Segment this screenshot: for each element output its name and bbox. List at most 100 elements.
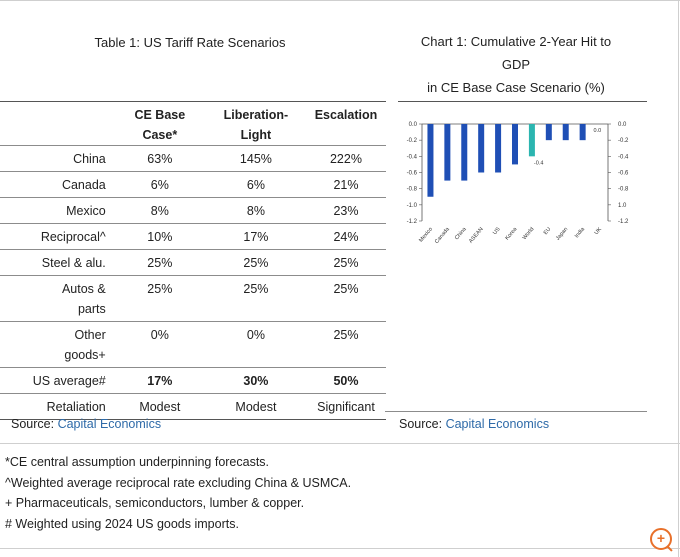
right-tick-label: -0.2 [618, 138, 629, 144]
bar-us [495, 124, 502, 173]
cell-value: 50% [305, 367, 386, 394]
cell-value: 25% [113, 249, 206, 276]
cell-value: Modest [205, 393, 306, 420]
frame-bottom-border [0, 548, 680, 549]
left-tick-label: -0.4 [407, 154, 418, 160]
cell-value: 0% [205, 321, 306, 368]
cell-value: 25% [205, 275, 306, 322]
bar-japan [562, 124, 569, 141]
frame-top-border [0, 0, 680, 1]
capital-economics-link[interactable]: Capital Economics [57, 417, 162, 431]
row-label: Mexico [0, 197, 114, 224]
data-label-world: -0.4 [534, 160, 543, 166]
category-label: EU [543, 226, 553, 236]
header-blank [0, 101, 114, 146]
cell-value: 222% [305, 145, 386, 172]
category-label: Korea [504, 226, 519, 242]
left-tick-label: -0.8 [407, 187, 418, 193]
bar-china [461, 124, 468, 181]
cell-value: 17% [113, 367, 206, 394]
table-header-row: CE Base Case* Liberation- Light Escalation [0, 101, 386, 146]
zoom-in-icon: + [656, 530, 666, 546]
category-label: Canada [434, 226, 452, 245]
row-label: Retaliation [0, 393, 114, 420]
bar-mexico [427, 124, 434, 197]
cell-value: 25% [305, 321, 386, 368]
table-row-retaliation: Retaliation Modest Modest Significant [0, 393, 386, 420]
chart-title-line: in CE Base Case Scenario (%) [427, 80, 605, 95]
footnote: *CE central assumption underpinning fore… [5, 455, 270, 469]
cell-value: 8% [205, 197, 306, 224]
row-label: Reciprocal^ [0, 223, 114, 250]
bar-eu [545, 124, 552, 141]
left-tick-label: -1.2 [407, 219, 418, 225]
footnote: # Weighted using 2024 US goods imports. [5, 516, 239, 531]
row-label: Other goods+ [0, 321, 114, 368]
chart-title-line: Chart 1: Cumulative 2-Year Hit to [420, 34, 612, 49]
cell-value: 25% [305, 249, 386, 276]
chart-top-rule [398, 101, 647, 102]
table-row: China 63% 145% 222% [0, 145, 386, 172]
bar-world [528, 124, 535, 157]
category-label: World [522, 226, 536, 241]
left-tick-label: -0.2 [407, 138, 418, 144]
table-source: Source: Capital Economics [11, 417, 162, 431]
notes-divider [0, 443, 680, 444]
cell-value: 0% [113, 321, 206, 368]
right-tick-label: -0.6 [618, 171, 629, 177]
bar-asean [478, 124, 485, 173]
cell-value: 145% [205, 145, 306, 172]
chart-title: Chart 1: Cumulative 2-Year Hit to GDP in… [397, 30, 635, 99]
right-tick-label: -0.4 [618, 154, 629, 160]
header-liberation-light: Liberation- Light [205, 101, 306, 146]
bar-korea [512, 124, 518, 165]
footnote: + Pharmaceuticals, semiconductors, lumbe… [5, 496, 305, 510]
right-tick-label: 0.0 [618, 122, 627, 128]
cell-value: 24% [305, 223, 386, 250]
bar-canada [444, 124, 451, 181]
right-tick-label: -1.2 [618, 219, 629, 225]
cell-value: 63% [113, 145, 206, 172]
cell-value: 6% [205, 171, 306, 198]
table-row: Other goods+ 0% 0% 25% [0, 321, 386, 368]
category-label: China [454, 226, 468, 242]
header-ce-base-case: CE Base Case* [113, 101, 206, 146]
cell-value: Modest [113, 393, 206, 420]
cell-value: 30% [205, 367, 306, 394]
chart-bottom-rule [385, 411, 647, 412]
cell-value: 6% [113, 171, 206, 198]
category-label: ASEAN [468, 226, 485, 244]
cell-value: 25% [113, 275, 206, 322]
tariff-table: CE Base Case* Liberation- Light Escalation… [0, 101, 386, 420]
row-label: China [0, 145, 114, 172]
chart-title-line: GDP [501, 57, 531, 72]
table-title: Table 1: US Tariff Rate Scenarios [94, 35, 286, 50]
gdp-hit-bar-chart: 0.0 -0.2 -0.4 -0.6 -0.8 -1.0 -1.2 0.0 -0.2 -0.4 -0… [407, 122, 629, 245]
cell-value: Significant [305, 393, 386, 420]
table-row: Autos & parts 25% 25% 25% [0, 275, 386, 322]
cell-value: 8% [113, 197, 206, 224]
right-tick-label: 1.0 [618, 203, 627, 209]
row-label: Canada [0, 171, 114, 198]
zoom-in-button[interactable]: + [650, 528, 673, 552]
cell-value: 25% [205, 249, 306, 276]
cell-value: 23% [305, 197, 386, 224]
category-label: UK [594, 226, 604, 236]
right-tick-label: -0.8 [618, 187, 629, 193]
cell-value: 17% [205, 223, 306, 250]
footnote: ^Weighted average reciprocal rate exclud… [5, 475, 352, 490]
footnotes: *CE central assumption underpinning fore… [5, 452, 351, 534]
row-label: US average# [0, 367, 114, 394]
chart-source: Source: Capital Economics [399, 417, 550, 431]
bar-india [579, 124, 586, 141]
category-label: US [492, 226, 502, 236]
category-label: Japan [555, 226, 569, 241]
table-row: Canada 6% 6% 21% [0, 171, 386, 198]
category-label: India [574, 226, 587, 240]
table-row: Steel & alu. 25% 25% 25% [0, 249, 386, 276]
data-label-uk: 0.0 [594, 128, 602, 134]
category-label: Mexico [418, 226, 434, 243]
capital-economics-link[interactable]: Capital Economics [445, 417, 550, 431]
row-label: Autos & parts [0, 275, 114, 322]
cell-value: 10% [113, 223, 206, 250]
